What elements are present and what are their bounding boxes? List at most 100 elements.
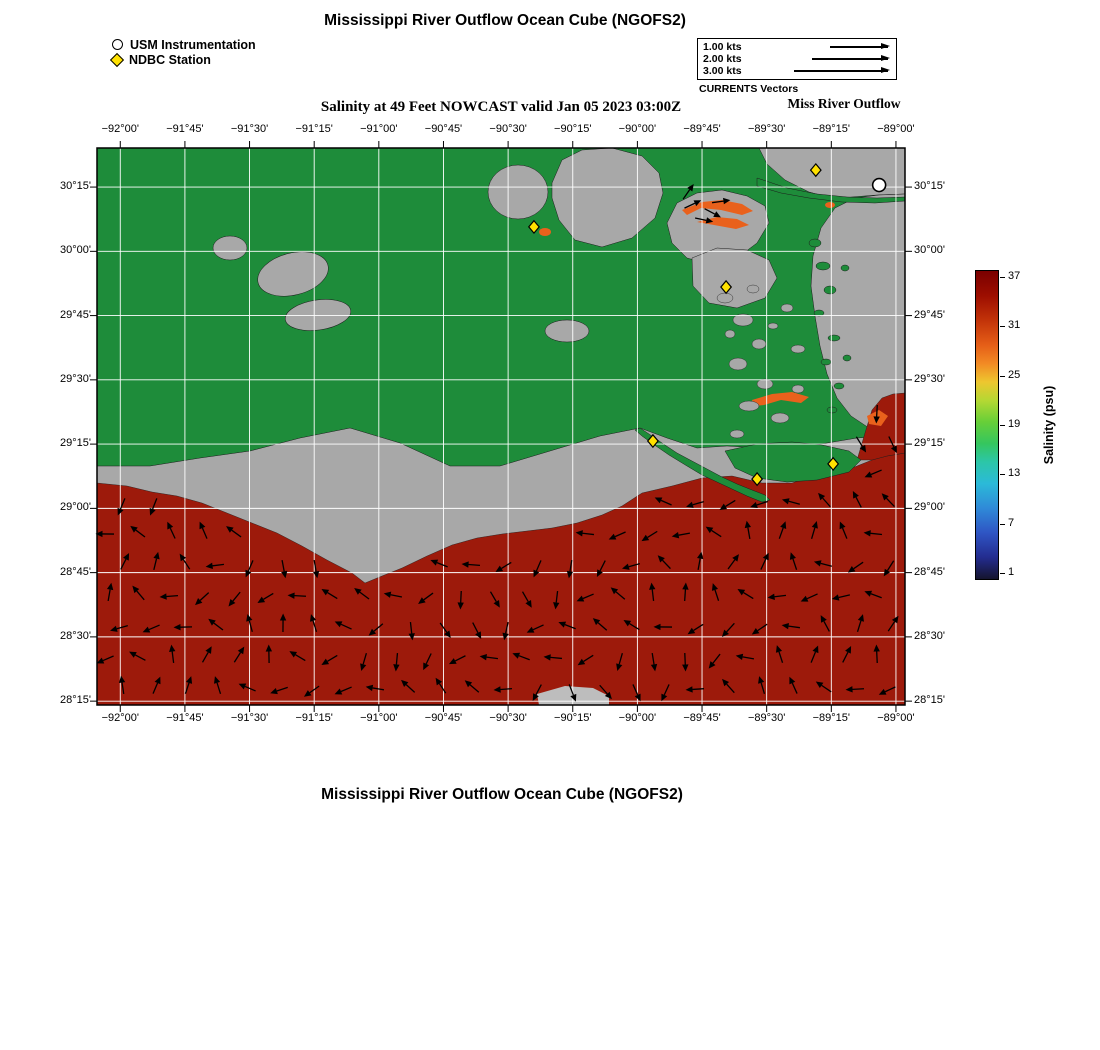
- lake-borgne: [691, 247, 778, 309]
- region-label: Miss River Outflow: [787, 96, 901, 111]
- main-title: Mississippi River Outflow Ocean Cube (NG…: [324, 12, 686, 29]
- axis-tick-label: 29°15': [60, 437, 91, 450]
- colorbar: [975, 270, 999, 580]
- axis-tick-label: 29°00': [60, 501, 91, 514]
- axis-tick-label: 30°00': [914, 244, 945, 257]
- map-canvas: [90, 141, 912, 712]
- footer-title: Mississippi River Outflow Ocean Cube (NG…: [321, 786, 683, 803]
- east-marsh-green: [724, 441, 862, 483]
- axis-tick-label: −90°30': [489, 712, 527, 724]
- current-vector-arrows: [95, 183, 899, 702]
- ndbc-station-marker: [827, 456, 840, 472]
- axis-tick-label: −89°15': [812, 123, 850, 135]
- axis-tick-label: −90°45': [424, 123, 463, 135]
- axis-tick-label: −90°00': [618, 123, 657, 135]
- currents-scale-row: 3.00 kts: [703, 65, 891, 77]
- axis-tick-label: −91°30': [230, 712, 269, 724]
- axis-tick-label: −91°00': [360, 712, 398, 724]
- axis-tick-label: 28°45': [60, 565, 91, 578]
- colorbar-tick: [1000, 474, 1005, 476]
- ndbc-station-marker: [527, 219, 540, 235]
- axis-tick-label: −91°00': [360, 123, 398, 135]
- currents-scale-label: 3.00 kts: [703, 65, 742, 77]
- colorbar-tick: [1000, 523, 1005, 525]
- axis-tick-label: −91°15': [295, 123, 333, 135]
- colorbar-tick-label: 1: [1008, 566, 1015, 578]
- ndbc-station-marker: [720, 279, 733, 295]
- axis-tick-label: 30°00': [60, 244, 91, 257]
- axis-tick-label: 29°45': [60, 308, 91, 321]
- axis-tick-label: 28°15': [60, 694, 91, 707]
- lake-pontchartrain: [551, 147, 664, 248]
- colorbar-tick: [1000, 375, 1005, 377]
- axis-tick-label: −89°30': [747, 123, 786, 135]
- axis-tick-label: 29°30': [60, 372, 91, 385]
- map-subtitle: Salinity at 49 Feet NOWCAST valid Jan 05…: [320, 99, 682, 115]
- colorbar-tick: [1000, 277, 1005, 278]
- axis-tick-label: 28°30': [914, 629, 945, 642]
- legend-item-ndbc: NDBC Station: [109, 52, 256, 67]
- currents-caption: CURRENTS Vectors: [699, 83, 799, 95]
- currents-scale-arrow-icon: [812, 54, 890, 62]
- marsh-ponds-gray: [716, 284, 806, 439]
- axis-tick-label: −90°15': [554, 712, 592, 724]
- usm-station-marker: [871, 177, 887, 193]
- currents-scale-box: 1.00 kts 2.00 kts 3.00 kts: [697, 38, 897, 80]
- axis-tick-label: −90°15': [554, 123, 592, 135]
- plume-orange-streaks: [539, 200, 888, 426]
- axis-tick-label: −91°45': [166, 712, 204, 724]
- mississippi-river-strip: [634, 427, 771, 503]
- axis-tick-label: 28°15': [914, 694, 945, 707]
- axis-tick-label: 29°30': [914, 372, 945, 385]
- station-markers: [527, 162, 887, 487]
- currents-scale-row: 2.00 kts: [703, 53, 891, 65]
- axis-tick-label: −92°00': [101, 712, 139, 724]
- legend-label-ndbc: NDBC Station: [129, 52, 211, 67]
- axis-tick-label: 29°45': [914, 308, 945, 321]
- axis-tick-label: 29°00': [914, 501, 945, 514]
- usm-circle-icon: [112, 39, 123, 50]
- ndbc-diamond-icon: [109, 52, 125, 67]
- axis-tick-label: −89°30': [747, 712, 786, 724]
- axis-tick-label: −89°00': [877, 123, 915, 135]
- ndbc-station-marker: [646, 433, 659, 449]
- axis-tick-label: −89°15': [812, 712, 850, 724]
- colorbar-tick: [1000, 573, 1005, 574]
- axis-tick-label: −91°45': [166, 123, 204, 135]
- colorbar-tick-label: 7: [1008, 516, 1015, 529]
- currents-scale-label: 1.00 kts: [703, 41, 742, 53]
- currents-scale-arrow-icon: [830, 42, 890, 50]
- ndbc-station-marker: [751, 471, 764, 487]
- colorbar-tick-label: 31: [1008, 319, 1021, 332]
- center-lake: [544, 319, 590, 343]
- axis-tick-label: −91°30': [230, 123, 269, 135]
- axis-tick-label: 29°15': [914, 437, 945, 450]
- axis-tick-label: 28°45': [914, 565, 945, 578]
- west-lake-2: [257, 251, 329, 297]
- axis-tick-label: −92°00': [101, 123, 139, 135]
- axis-tick-marks: [90, 141, 912, 712]
- axis-tick-label: 30°15': [60, 180, 91, 193]
- lake-round: [487, 164, 549, 220]
- axis-tick-label: 28°30': [60, 629, 91, 642]
- west-lake-3: [285, 299, 351, 331]
- axis-tick-label: −91°15': [295, 712, 333, 724]
- marker-legend: USM Instrumentation NDBC Station: [109, 37, 256, 67]
- delta-green-land: [634, 177, 906, 503]
- axis-tick-label: −89°45': [683, 123, 721, 135]
- axis-tick-label: −89°00': [877, 712, 915, 724]
- high-salinity-water: [96, 392, 906, 706]
- axis-tick-label: −89°45': [683, 712, 721, 724]
- colorbar-tick-label: 13: [1008, 467, 1021, 480]
- currents-scale-label: 2.00 kts: [703, 53, 742, 65]
- legend-label-usm: USM Instrumentation: [130, 37, 256, 52]
- colorbar-tick-label: 25: [1008, 368, 1021, 381]
- ndbc-station-marker: [809, 162, 822, 178]
- colorbar-tick-label: 19: [1008, 418, 1021, 430]
- west-lake-1: [212, 235, 248, 261]
- axis-tick-label: −90°00': [618, 712, 657, 724]
- axis-tick-label: −90°45': [424, 712, 463, 724]
- currents-scale-row: 1.00 kts: [703, 41, 891, 53]
- legend-item-usm: USM Instrumentation: [112, 37, 256, 52]
